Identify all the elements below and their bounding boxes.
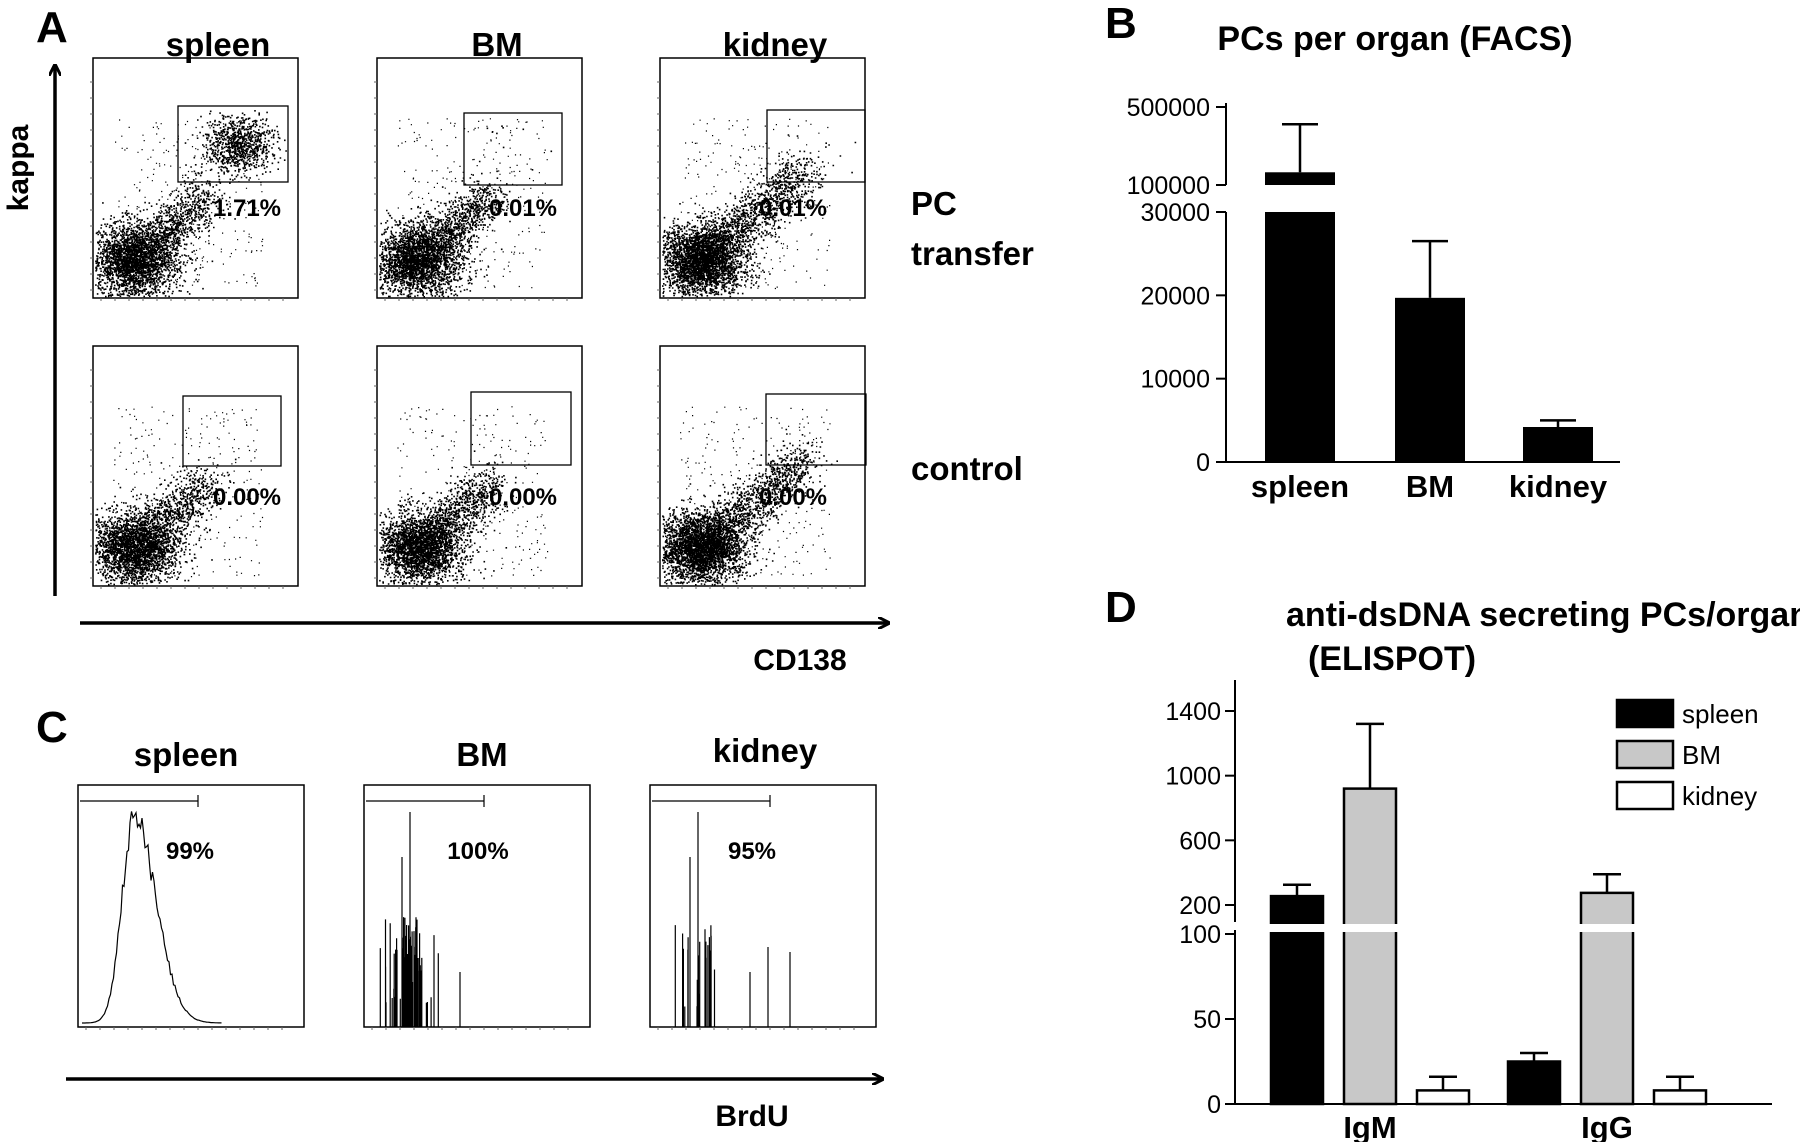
panel-c-col-label-kidney: kidney	[713, 732, 818, 769]
cell-events	[379, 118, 548, 298]
histogram-trace	[674, 812, 791, 1027]
y-tick-label: 1000	[1165, 763, 1221, 791]
legend-label-kidney: kidney	[1682, 781, 1757, 811]
plot-frame	[376, 345, 583, 587]
cell-events	[662, 118, 831, 298]
gate-percentage: 0.01%	[489, 195, 557, 222]
gated-plasma-cells	[781, 135, 857, 174]
pc-gate	[765, 393, 867, 466]
cell-events	[95, 118, 265, 298]
y-tick-label: 20000	[1140, 282, 1210, 310]
brdu-percentage: 95%	[728, 838, 776, 865]
cell-events	[95, 406, 264, 586]
pc-gate	[177, 105, 289, 183]
plot-frame	[363, 784, 591, 1028]
gate-percentage: 0.00%	[489, 484, 557, 511]
x-category-label: IgG	[1581, 1110, 1633, 1142]
bar-IgM-BM	[1342, 787, 1398, 1106]
plot-frame	[77, 784, 305, 1028]
panel-b-letter: B	[1105, 0, 1137, 48]
y-tick-label: 600	[1179, 827, 1221, 855]
panel-c-x-axis-title: BrdU	[715, 1100, 788, 1133]
panel-a-letter: A	[36, 3, 68, 52]
dot-plot: 0.01%	[657, 57, 866, 301]
axis-break-gap	[1238, 924, 1758, 932]
y-tick-label: 10000	[1140, 366, 1210, 394]
legend-label-BM: BM	[1682, 740, 1721, 770]
gate-percentage: 1.71%	[213, 195, 281, 222]
y-tick-label: 50	[1193, 1006, 1221, 1034]
dot-plot: 0.00%	[657, 345, 867, 589]
gated-plasma-cells	[478, 125, 553, 171]
pc-gate	[182, 395, 282, 467]
gate-percentage: 0.00%	[213, 484, 281, 511]
x-category-label: spleen	[1251, 469, 1349, 504]
brdu-percentage: 100%	[447, 838, 508, 865]
panel-c-histograms: 99% 100% 95%	[77, 784, 877, 1030]
panel-a-dot-plots: 1.71% 0.01% 0.01% 0.00% 0.00% 0.00%	[90, 57, 867, 589]
x-category-label: kidney	[1509, 469, 1608, 504]
panel-a-y-axis-title: kappa	[2, 124, 35, 211]
dot-plot: 1.71%	[90, 57, 299, 301]
histogram-trace	[379, 812, 461, 1027]
x-category-label: IgM	[1343, 1110, 1396, 1142]
panel-a-x-axis-title: CD138	[753, 644, 846, 677]
pc-gate	[766, 109, 866, 183]
panel-d-letter: D	[1105, 583, 1137, 632]
histogram-trace	[82, 810, 222, 1024]
panel-a-col-label-kidney: kidney	[723, 26, 828, 63]
y-tick-label: 500000	[1127, 94, 1210, 122]
y-tick-label: 100	[1179, 921, 1221, 949]
pc-gate	[470, 391, 572, 466]
brdu-histogram: 95%	[649, 784, 877, 1030]
y-tick-label: 1400	[1165, 698, 1221, 726]
panel-c-col-label-bm: BM	[456, 736, 507, 773]
bar-spleen-upper	[1265, 172, 1335, 185]
gate-percentage: 0.01%	[759, 195, 827, 222]
bar-IgG-kidney	[1652, 1089, 1708, 1106]
plot-frame	[649, 784, 877, 1028]
gated-plasma-cells	[184, 110, 287, 181]
bar-IgM-kidney	[1415, 1089, 1471, 1106]
panel-a-col-label-spleen: spleen	[166, 26, 271, 63]
panel-d-subtitle: (ELISPOT)	[1308, 640, 1476, 678]
y-tick-label: 200	[1179, 892, 1221, 920]
cell-events	[662, 406, 838, 586]
legend: spleen BM kidney	[1615, 698, 1759, 811]
panel-a-row-label-pc: PC	[911, 185, 957, 222]
bar-kidney	[1523, 427, 1593, 462]
legend-swatch-spleen	[1615, 698, 1675, 729]
bar-spleen	[1265, 212, 1335, 462]
gate-percentage: 0.00%	[759, 484, 827, 511]
brdu-histogram: 100%	[363, 784, 591, 1030]
panel-c-letter: C	[36, 703, 68, 752]
brdu-histogram: 99%	[77, 784, 305, 1030]
dot-plot: 0.00%	[374, 345, 583, 589]
legend-swatch-kidney	[1615, 780, 1675, 811]
cell-events	[379, 406, 549, 586]
pc-gate	[463, 112, 563, 186]
panel-a-row-label-transfer: transfer	[911, 235, 1034, 272]
y-tick-label: 30000	[1140, 199, 1210, 227]
y-tick-label: 0	[1196, 449, 1210, 477]
panel-b-title: PCs per organ (FACS)	[1217, 20, 1572, 58]
y-tick-label: 100000	[1127, 172, 1210, 200]
legend-label-spleen: spleen	[1682, 699, 1759, 729]
panel-d-title: anti-dsDNA secreting PCs/organ	[1286, 596, 1800, 634]
x-category-label: BM	[1406, 469, 1454, 504]
dot-plot: 0.01%	[374, 57, 583, 301]
y-tick-label: 0	[1207, 1091, 1221, 1119]
bar-BM	[1395, 297, 1465, 462]
legend-swatch-BM	[1615, 739, 1675, 770]
panel-a-row-label-control: control	[911, 450, 1023, 487]
brdu-percentage: 99%	[166, 838, 214, 865]
bar-IgG-spleen	[1506, 1060, 1562, 1106]
panel-a-col-label-bm: BM	[471, 26, 522, 63]
dot-plot: 0.00%	[90, 345, 299, 589]
panel-c-col-label-spleen: spleen	[134, 736, 239, 773]
